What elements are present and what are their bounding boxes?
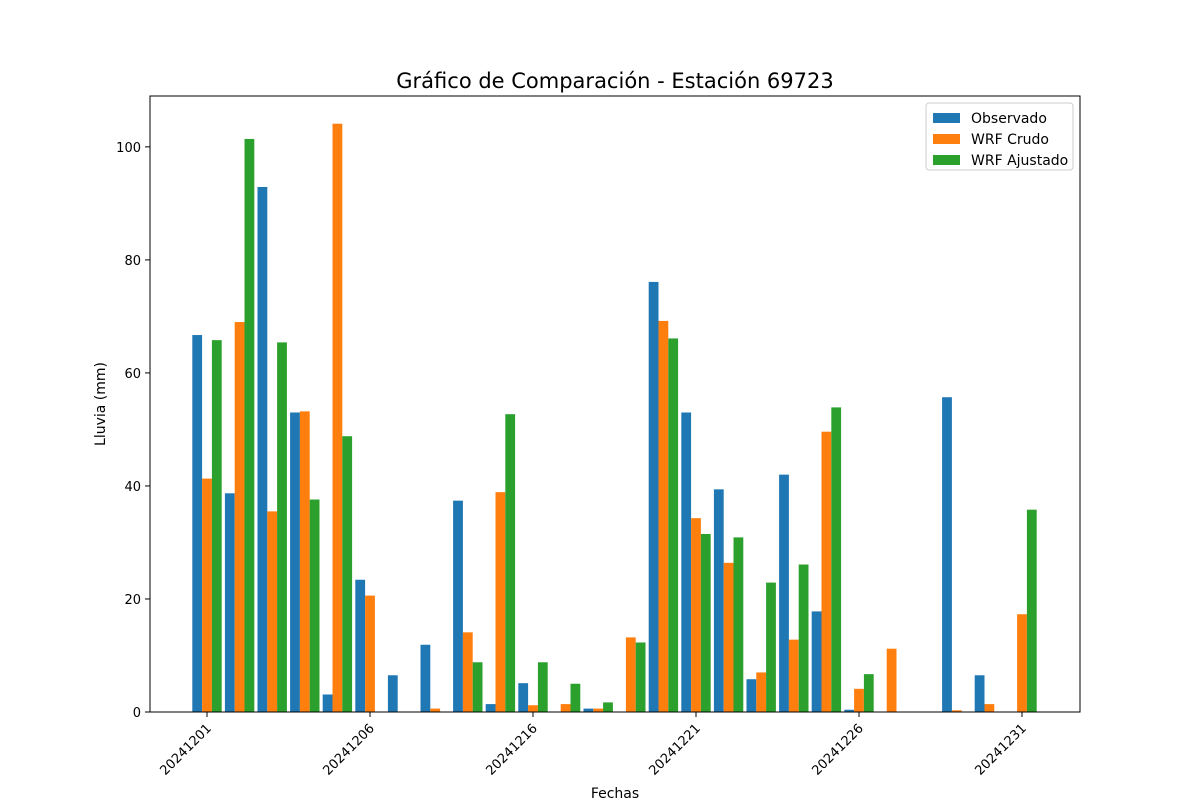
y-axis-title: Lluvia (mm)	[93, 362, 109, 446]
bar-observado-1	[224, 493, 235, 712]
y-tick-label: 0	[133, 706, 141, 721]
bar-observado-4	[322, 694, 333, 712]
y-axis: 0 20 40 60 80 100	[116, 141, 150, 721]
bar-wrf-crudo-10	[528, 705, 538, 712]
bar-wrf-crudo-2	[267, 511, 278, 712]
bar-wrf-crudo-15	[691, 518, 701, 712]
bar-wrf-ajustado-15	[700, 533, 711, 712]
bar-observado-9	[485, 704, 496, 712]
bar-wrf-ajustado-9	[505, 414, 516, 712]
bar-wrf-crudo-20	[854, 688, 864, 712]
bar-wrf-crudo-25	[1017, 614, 1027, 712]
bar-wrf-crudo-9	[495, 492, 506, 712]
bar-wrf-crudo-18	[788, 639, 799, 712]
bar-wrf-crudo-4	[332, 123, 343, 712]
x-tick-label: 20241216	[483, 721, 540, 778]
bar-observado-5	[355, 579, 366, 712]
bar-observado-20	[844, 709, 855, 712]
x-tick-label: 20241206	[320, 721, 377, 778]
bar-wrf-crudo-13	[625, 637, 636, 712]
bar-wrf-ajustado-11	[570, 683, 581, 712]
bar-observado-23	[942, 397, 952, 712]
bar-wrf-ajustado-0	[211, 340, 222, 712]
bar-wrf-ajustado-16	[733, 537, 744, 712]
bar-wrf-crudo-24	[984, 704, 995, 712]
bar-wrf-crudo-8	[462, 632, 473, 712]
x-axis: 20241201 20241206 20241216 20241221 20241226…	[157, 712, 1030, 779]
bar-observado-16	[713, 489, 724, 712]
plot-frame	[149, 95, 1081, 713]
y-tick-label: 40	[124, 480, 141, 495]
bar-wrf-ajustado-19	[831, 407, 842, 712]
legend-swatch	[933, 113, 960, 123]
bar-observado-15	[681, 412, 692, 712]
legend-swatch	[933, 155, 960, 165]
bar-observado-0	[192, 335, 203, 712]
bar-wrf-crudo-16	[723, 562, 734, 712]
bar-wrf-ajustado-17	[766, 582, 776, 712]
legend-box	[925, 102, 1074, 171]
x-tick-label: 20241201	[157, 721, 214, 778]
bar-observado-10	[518, 683, 529, 712]
bar-observado-12	[583, 708, 594, 712]
bar-wrf-crudo-17	[756, 672, 767, 712]
bar-wrf-ajustado-18	[798, 564, 809, 712]
bar-observado-14	[648, 281, 659, 712]
bar-wrf-crudo-19	[821, 431, 832, 712]
bar-wrf-ajustado-3	[309, 499, 320, 712]
legend-label: WRF Crudo	[971, 132, 1049, 148]
bar-wrf-ajustado-2	[277, 342, 287, 712]
bar-observado-6	[387, 675, 398, 712]
bar-wrf-crudo-21	[886, 648, 897, 712]
bar-wrf-crudo-3	[299, 411, 310, 712]
bar-observado-24	[974, 675, 985, 712]
bar-observado-17	[746, 679, 757, 712]
legend-swatch	[933, 134, 960, 144]
bar-wrf-crudo-11	[560, 704, 571, 712]
chart-title: Gráfico de Comparación - Estación 69723	[396, 69, 833, 93]
bar-wrf-ajustado-14	[668, 338, 679, 712]
bar-wrf-crudo-0	[202, 478, 212, 712]
y-tick-label: 20	[124, 593, 141, 608]
bar-observado-8	[453, 500, 463, 712]
bar-wrf-crudo-7	[430, 708, 441, 712]
bar-observado-19	[811, 611, 822, 712]
bar-wrf-crudo-12	[593, 708, 604, 712]
legend: Observado WRF Crudo WRF Ajustado	[925, 102, 1074, 171]
bar-wrf-ajustado-20	[863, 674, 874, 712]
bar-wrf-ajustado-1	[244, 138, 255, 712]
bar-wrf-crudo-14	[658, 320, 669, 712]
x-tick-label: 20241231	[972, 721, 1029, 778]
bar-wrf-ajustado-10	[537, 662, 548, 712]
legend-label: WRF Ajustado	[971, 153, 1068, 169]
y-tick-label: 80	[124, 254, 141, 269]
bar-observado-2	[257, 186, 268, 713]
bar-wrf-crudo-5	[365, 595, 375, 712]
bar-wrf-crudo-1	[234, 322, 245, 712]
bar-wrf-ajustado-12	[603, 702, 613, 712]
bar-observado-18	[779, 474, 789, 712]
bar-observado-7	[420, 644, 431, 712]
x-axis-title: Fechas	[591, 786, 639, 800]
bar-wrf-crudo-23	[951, 710, 962, 712]
bar-wrf-ajustado-8	[472, 662, 483, 712]
y-tick-label: 100	[116, 141, 141, 156]
legend-label: Observado	[971, 111, 1047, 127]
x-tick-label: 20241226	[809, 721, 866, 778]
bar-observado-3	[290, 412, 300, 712]
bar-wrf-ajustado-13	[635, 642, 646, 712]
bars-group	[192, 123, 1037, 713]
x-tick-label: 20241221	[646, 721, 703, 778]
bar-wrf-ajustado-4	[342, 436, 353, 712]
y-tick-label: 60	[124, 367, 141, 382]
bar-wrf-ajustado-25	[1026, 509, 1037, 712]
